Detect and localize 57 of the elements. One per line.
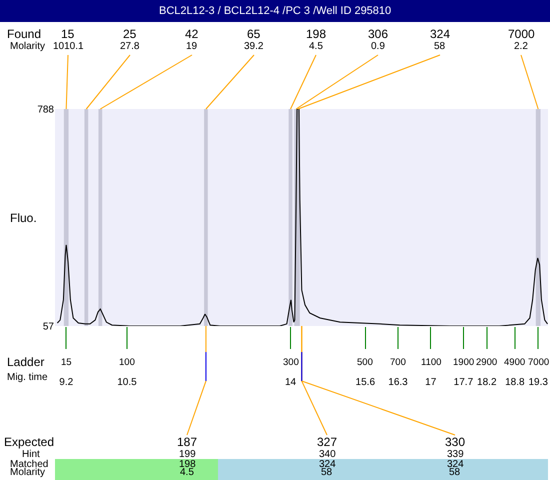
y-tick-label: 57 [42, 322, 54, 332]
x-tick-label: 10.5 [117, 377, 138, 388]
text: 58 [321, 467, 333, 478]
text: 1900 [453, 357, 474, 368]
annotation: 15 [61, 27, 75, 41]
annotation: 330 [445, 435, 466, 449]
y-tick-label: 788 [37, 104, 54, 116]
x-tick-label: 18.8 [505, 377, 525, 388]
text: Molarity [10, 41, 46, 52]
text: 1010.1 [53, 41, 84, 52]
y-axis-title: Fluo. [10, 211, 37, 225]
text: 4.5 [180, 467, 194, 478]
text: 2900 [476, 357, 498, 368]
text: 58 [434, 41, 446, 52]
line-series [56, 109, 548, 326]
text: Ladder [7, 355, 44, 369]
x-tick-label: 14 [284, 377, 297, 388]
annotation: 198 [306, 27, 326, 41]
text: 500 [357, 357, 373, 368]
text: Molarity [10, 467, 46, 478]
text: Found [7, 27, 42, 41]
annotation: 42 [185, 27, 199, 41]
x-tick-label: 17.7 [454, 377, 474, 388]
annotation: 187 [177, 435, 198, 449]
text: 340 [319, 449, 336, 460]
annotation: 327 [317, 435, 338, 449]
x-tick-label: 19.3 [528, 377, 548, 388]
text: Expected [4, 435, 54, 449]
annotation: 306 [368, 27, 388, 41]
text: 27.8 [120, 41, 140, 52]
text: 7000 [528, 357, 550, 368]
text: 0.9 [371, 41, 386, 52]
text: Mig. time [7, 372, 48, 383]
x-tick-label: 18.2 [477, 377, 497, 388]
text: 39.2 [244, 41, 264, 52]
text: 4.5 [309, 41, 324, 52]
text: 199 [179, 449, 196, 460]
text: 19 [186, 41, 198, 52]
annotation: 25 [123, 27, 137, 41]
annotation: 65 [247, 27, 261, 41]
x-tick-label: 15.6 [356, 377, 376, 388]
text: 339 [447, 449, 464, 460]
text: 100 [119, 357, 135, 368]
text: 4900 [504, 357, 526, 368]
x-tick-label: 17 [425, 377, 437, 388]
text: 2.2 [514, 41, 528, 52]
x-tick-label: 9.2 [59, 377, 74, 388]
annotation: 324 [430, 27, 450, 41]
text: 1100 [421, 357, 442, 368]
text: 58 [449, 467, 461, 478]
text: 15 [61, 357, 72, 368]
text: 300 [283, 357, 299, 368]
x-tick-label: 16.3 [388, 377, 408, 388]
chart-title: BCL2L12-3 / BCL2L12-4 /PC 3 /Well ID 295810 [159, 5, 392, 17]
annotation: 7000 [508, 27, 536, 41]
text: 700 [390, 357, 406, 368]
text: Hint [22, 449, 40, 460]
